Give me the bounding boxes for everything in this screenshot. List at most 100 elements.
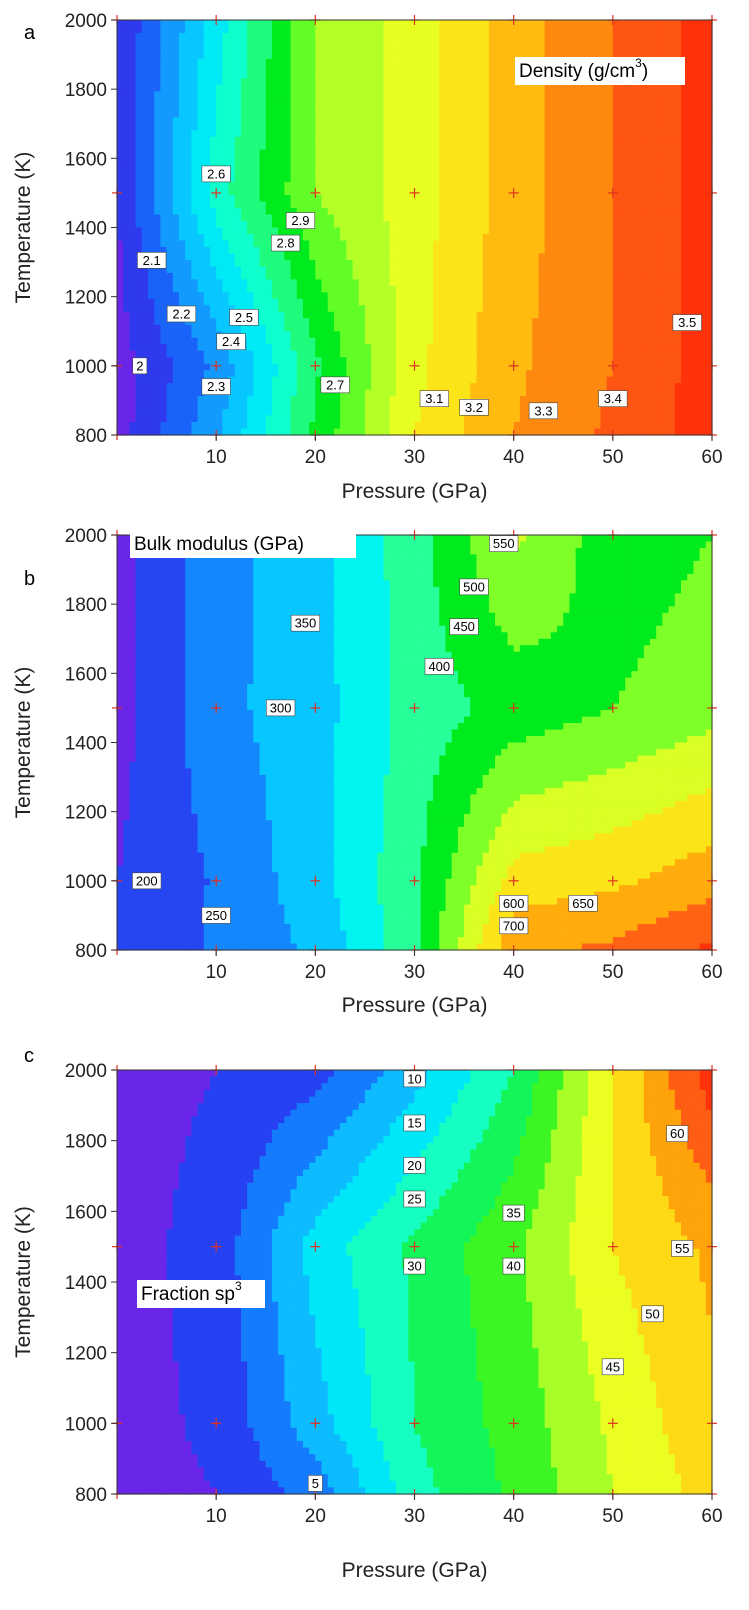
contour-cell: [247, 110, 254, 118]
contour-cell: [594, 123, 602, 131]
contour-cell: [377, 298, 385, 306]
contour-cell: [563, 240, 571, 248]
contour-cell: [135, 26, 143, 34]
contour-cell: [389, 117, 397, 125]
contour-cell: [147, 324, 155, 332]
contour-cell: [309, 259, 316, 267]
contour-cell: [185, 156, 192, 164]
contour-cell: [402, 104, 409, 112]
contour-cell: [488, 169, 496, 177]
contour-cell: [178, 415, 186, 423]
contour-cell: [464, 259, 471, 267]
contour-cell: [526, 318, 533, 326]
contour-cell: [141, 279, 149, 287]
contour-cell: [333, 32, 341, 41]
contour-cell: [178, 337, 186, 345]
contour-cell: [371, 318, 378, 326]
contour-cell: [333, 221, 341, 229]
contour-cell: [408, 305, 416, 313]
contour-cell: [395, 91, 403, 99]
contour-cell: [240, 221, 248, 229]
contour-cell: [538, 169, 546, 177]
contour-cell: [265, 292, 273, 300]
contour-cell: [408, 182, 416, 190]
contour-cell: [588, 39, 595, 47]
contour-cell: [197, 52, 205, 60]
contour-cell: [197, 20, 205, 28]
contour-cell: [141, 20, 149, 28]
contour-cell: [544, 123, 552, 131]
contour-cell: [532, 143, 540, 151]
contour-cell: [501, 337, 509, 345]
contour-cell: [439, 52, 447, 60]
contour-cell: [420, 208, 428, 216]
contour-cell: [340, 357, 347, 365]
contour-cell: [154, 195, 161, 203]
contour-cell: [340, 272, 347, 280]
contour-cell: [216, 227, 223, 235]
contour-cell: [557, 389, 564, 397]
contour-cell: [563, 292, 571, 300]
contour-cell: [216, 182, 223, 190]
contour-cell: [315, 370, 323, 378]
contour-cell: [296, 415, 304, 423]
contour-cell: [234, 97, 242, 105]
contour-cell: [377, 214, 385, 222]
contour-cell: [278, 279, 285, 287]
contour-cell: [265, 272, 273, 280]
contour-cell: [557, 292, 564, 300]
contour-cell: [302, 240, 310, 248]
contour-cell: [129, 259, 137, 267]
contour-cell: [538, 221, 546, 229]
contour-cell: [141, 201, 149, 209]
contour-cell: [296, 143, 304, 151]
contour-cell: [216, 32, 223, 41]
contour-cell: [575, 389, 583, 397]
contour-cell: [371, 117, 378, 125]
contour-cell: [191, 45, 199, 54]
contour-cell: [222, 402, 230, 410]
contour-cell: [532, 240, 540, 248]
contour-cell: [358, 117, 366, 125]
contour-cell: [278, 298, 285, 306]
contour-cell: [129, 415, 137, 423]
contour-cell: [209, 298, 217, 306]
contour-cell: [203, 396, 211, 404]
contour-cell: [253, 402, 261, 410]
contour-cell: [154, 104, 161, 112]
contour-cell: [476, 117, 484, 125]
contour-cell: [519, 409, 527, 417]
contour-cell: [315, 32, 323, 41]
contour-cell: [166, 259, 174, 267]
contour-cell: [135, 143, 143, 151]
contour-cell: [439, 298, 447, 306]
contour-cell: [222, 370, 230, 378]
contour-cell: [569, 396, 577, 404]
contour-cell: [426, 136, 434, 144]
contour-cell: [563, 253, 571, 261]
contour-cell: [389, 169, 397, 177]
contour-cell: [222, 324, 230, 332]
contour-cell: [526, 292, 533, 300]
contour-cell: [321, 195, 329, 203]
contour-cell: [290, 52, 298, 60]
contour-cell: [501, 428, 509, 436]
contour-cell: [185, 182, 192, 190]
contour-cell: [358, 402, 366, 410]
contour-cell: [222, 182, 230, 190]
contour-cell: [358, 97, 366, 105]
contour-cell: [265, 195, 273, 203]
contour-cell: [575, 285, 583, 293]
contour-cell: [581, 201, 589, 209]
contour-cell: [333, 123, 341, 131]
contour-cell: [501, 169, 509, 177]
contour-cell: [240, 162, 248, 170]
contour-cell: [575, 214, 583, 222]
contour-cell: [271, 162, 279, 170]
contour-cell: [333, 350, 341, 358]
contour-cell: [135, 409, 143, 417]
contour-cell: [284, 227, 292, 235]
contour-cell: [420, 32, 428, 41]
contour-cell: [265, 266, 273, 274]
contour-cell: [234, 253, 242, 261]
